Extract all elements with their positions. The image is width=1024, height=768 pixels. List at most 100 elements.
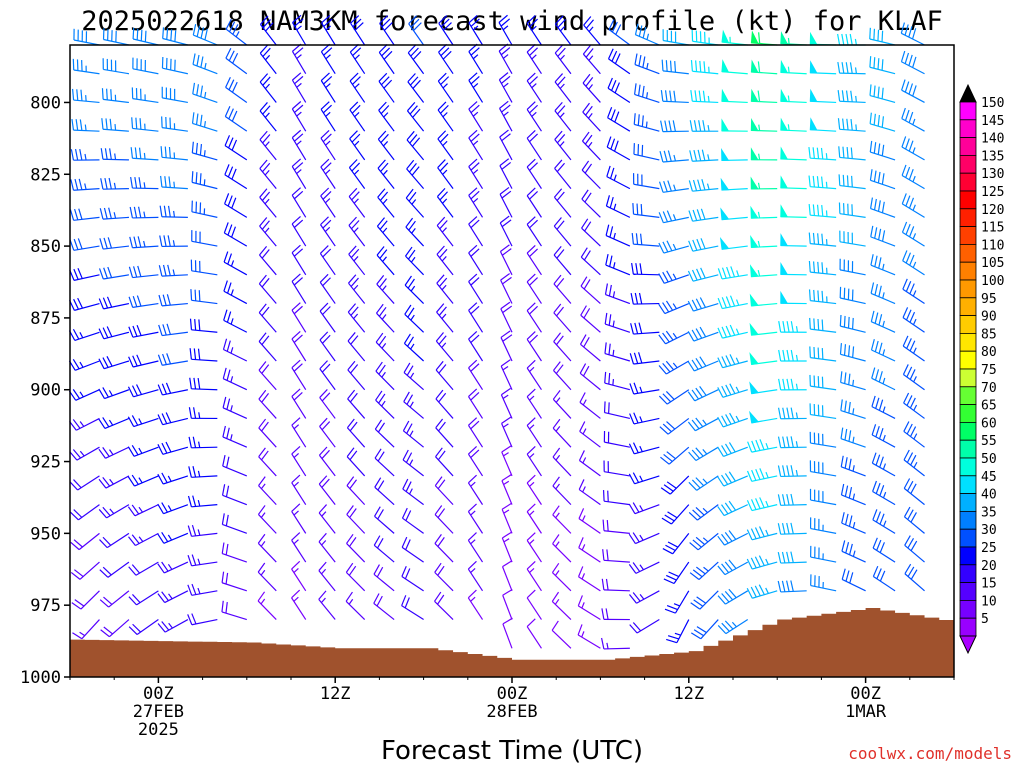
wind-barb <box>746 468 778 482</box>
wind-barb <box>577 624 601 649</box>
wind-barb <box>777 551 807 564</box>
y-tick-label: 850 <box>30 237 61 257</box>
wind-barb <box>98 356 130 370</box>
wind-barb <box>221 600 247 621</box>
wind-barb <box>499 186 513 218</box>
wind-barb <box>349 101 366 132</box>
wind-barb <box>552 476 572 506</box>
wind-barb <box>320 101 336 132</box>
wind-barb <box>526 15 542 46</box>
wind-barb <box>749 381 778 395</box>
wind-barb <box>900 50 925 75</box>
wind-barb <box>436 245 454 276</box>
credit-link[interactable]: coolwx.com/models <box>848 744 1012 763</box>
wind-barb <box>581 160 601 190</box>
wind-barb <box>401 595 424 621</box>
wind-barb <box>554 159 572 190</box>
wind-barb <box>903 421 925 448</box>
wind-barb <box>526 417 542 448</box>
wind-barb <box>345 562 366 592</box>
wind-barb <box>808 203 837 218</box>
wind-barb <box>658 270 689 284</box>
wind-barb <box>662 532 690 555</box>
wind-barb <box>717 500 748 517</box>
wind-barb <box>100 619 130 638</box>
wind-barb <box>374 419 395 448</box>
colorbar-label: 75 <box>981 363 997 378</box>
wind-barb <box>157 441 189 455</box>
colorbar-cell <box>959 101 977 121</box>
wind-barb <box>872 480 896 506</box>
wind-barb <box>604 312 631 333</box>
wind-barb <box>159 205 188 218</box>
wind-barb <box>468 14 484 46</box>
wind-barb <box>69 208 100 221</box>
wind-barb <box>349 43 366 75</box>
wind-barb <box>257 591 277 620</box>
wind-barb <box>840 399 866 420</box>
wind-barb <box>750 88 778 104</box>
wind-barb <box>319 360 336 391</box>
wind-barb <box>291 129 307 161</box>
wind-barb <box>376 274 395 304</box>
wind-barb <box>777 436 807 449</box>
colorbar-cell <box>959 315 977 334</box>
wind-barb <box>401 565 424 592</box>
wind-barb <box>809 403 837 420</box>
wind-barb <box>746 555 778 570</box>
wind-barb <box>526 474 542 505</box>
wind-barb <box>436 303 454 333</box>
chart-title: 2025022618 NAM3KM forecast wind profile … <box>81 6 943 37</box>
wind-barb <box>258 332 277 362</box>
wind-barb <box>291 589 307 620</box>
wind-barb <box>578 508 601 534</box>
wind-barb <box>579 421 601 448</box>
wind-barb <box>402 420 424 448</box>
wind-barb <box>157 561 189 574</box>
wind-barb <box>717 295 748 310</box>
wind-barb <box>553 188 572 218</box>
wind-barb <box>808 260 837 276</box>
colorbar-label: 5 <box>981 612 989 627</box>
wind-barb <box>467 532 484 563</box>
wind-barb <box>69 446 100 461</box>
wind-barb <box>437 72 454 103</box>
wind-barb <box>69 238 100 251</box>
wind-barb <box>258 274 277 304</box>
wind-barb <box>579 363 601 391</box>
wind-barb <box>189 318 218 333</box>
wind-barb <box>633 83 660 104</box>
wind-barb <box>603 430 630 448</box>
wind-barb <box>259 188 277 218</box>
wind-barb <box>438 43 454 75</box>
wind-barb <box>904 563 925 592</box>
wind-barb <box>408 15 425 46</box>
wind-barb <box>580 305 601 333</box>
wind-barb <box>688 238 719 252</box>
x-tick-label: 00Z <box>143 684 174 704</box>
wind-barb <box>526 130 542 161</box>
wind-barb <box>526 302 542 333</box>
wind-barb <box>659 150 689 163</box>
wind-barb <box>659 417 690 435</box>
wind-barb <box>690 619 719 640</box>
colorbar-cell <box>959 261 977 281</box>
wind-barb <box>750 205 778 219</box>
wind-barb <box>291 359 307 391</box>
wind-barb <box>607 48 631 75</box>
wind-barb <box>526 216 542 247</box>
wind-barb <box>553 274 572 304</box>
wind-barb <box>291 14 307 46</box>
wind-barb <box>159 235 188 248</box>
wind-barb <box>157 531 189 544</box>
wind-barb <box>101 88 130 104</box>
wind-barb <box>606 165 631 190</box>
wind-barb <box>717 383 748 398</box>
wind-barb <box>778 378 807 391</box>
wind-barb <box>689 149 719 162</box>
wind-barb <box>661 504 690 525</box>
wind-barb <box>902 250 925 276</box>
wind-barb <box>500 359 513 390</box>
wind-barb <box>259 44 277 75</box>
